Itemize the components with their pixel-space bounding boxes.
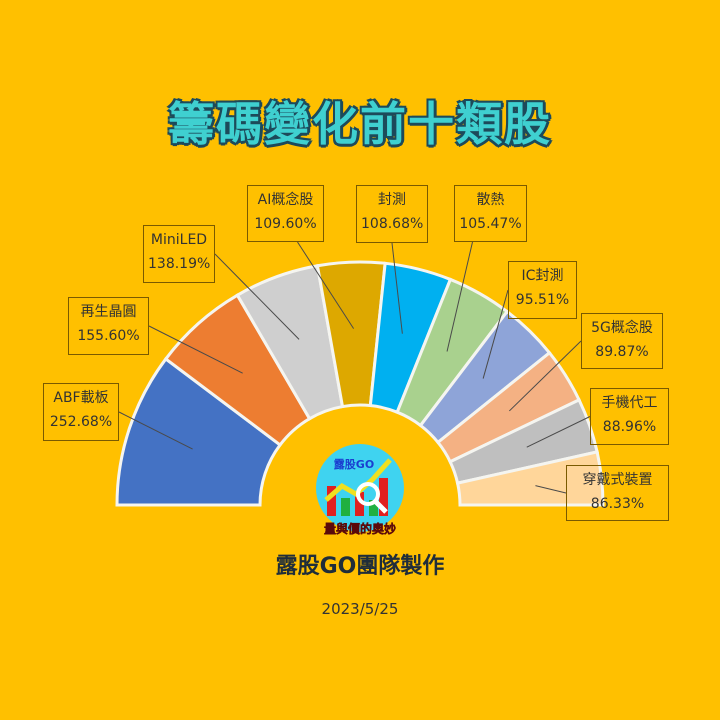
value-label: 95.51% <box>515 292 570 308</box>
leader-line-1 <box>148 325 243 374</box>
leader-line-9 <box>535 485 567 494</box>
slice-0 <box>115 356 283 507</box>
credit-text: 露股GO團隊製作 <box>275 554 445 579</box>
category-label: 5G概念股 <box>591 320 653 336</box>
data-label-7: 5G概念股 89.87% <box>581 313 663 369</box>
logo-text-bottom: 量與價的奧妙 <box>324 521 396 536</box>
leader-line-2 <box>214 253 300 340</box>
leader-line-8 <box>526 416 591 448</box>
value-label: 138.19% <box>148 256 211 272</box>
data-label-0: ABF載板 252.68% <box>43 383 119 441</box>
logo-text-top: 露股GO <box>334 458 374 471</box>
magnifier-icon <box>356 482 380 506</box>
data-label-9: 穿戴式裝置 86.33% <box>566 465 669 521</box>
value-label: 105.47% <box>459 216 522 232</box>
data-label-3: AI概念股 109.60% <box>247 185 324 242</box>
logo-bar-3 <box>369 500 378 516</box>
data-label-1: 再生晶圓 155.60% <box>68 297 149 355</box>
category-label: 手機代工 <box>601 395 658 411</box>
category-label: 散熱 <box>476 192 505 208</box>
value-label: 88.96% <box>602 419 657 435</box>
value-label: 155.60% <box>77 328 140 344</box>
chart-title: 籌碼變化前十類股 <box>168 97 552 151</box>
logo-bar-1 <box>341 498 350 516</box>
data-label-8: 手機代工 88.96% <box>590 388 669 445</box>
data-label-2: MiniLED 138.19% <box>143 225 215 283</box>
leader-line-5 <box>446 241 473 352</box>
category-label: ABF載板 <box>53 390 109 406</box>
logo-bar-0 <box>327 486 336 516</box>
value-label: 252.68% <box>49 414 113 430</box>
value-label: 86.33% <box>590 496 645 512</box>
category-label: 再生晶圓 <box>80 304 137 320</box>
leader-line-6 <box>482 289 509 379</box>
leader-line-4 <box>391 242 403 334</box>
category-label: AI概念股 <box>257 192 314 208</box>
value-label: 89.87% <box>595 344 649 360</box>
data-label-4: 封測 108.68% <box>356 185 428 243</box>
category-label: 封測 <box>378 192 406 208</box>
date-text: 2023/5/25 <box>321 600 399 618</box>
category-label: MiniLED <box>150 232 208 248</box>
value-label: 108.68% <box>361 216 424 232</box>
value-label: 109.60% <box>254 216 317 232</box>
leader-line-7 <box>508 340 582 412</box>
data-label-6: IC封測 95.51% <box>508 261 577 319</box>
logo-bar-2 <box>355 492 364 516</box>
magnifier-handle <box>373 499 388 514</box>
category-label: IC封測 <box>521 268 564 284</box>
leader-line-0 <box>118 411 193 450</box>
logo-bar-4 <box>379 478 388 516</box>
leader-line-3 <box>297 241 355 329</box>
data-label-5: 散熱 105.47% <box>454 185 527 242</box>
category-label: 穿戴式裝置 <box>582 472 653 488</box>
